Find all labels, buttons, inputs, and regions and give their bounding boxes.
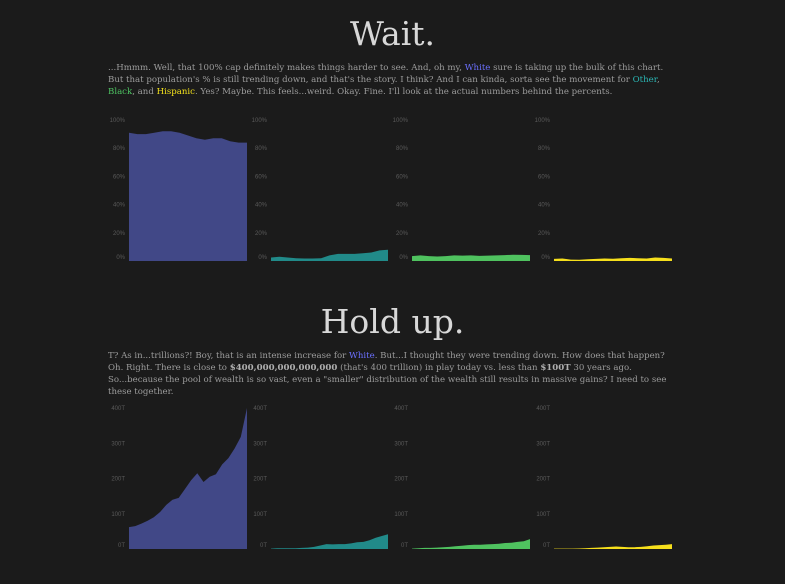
paragraph-text: sure is taking up the bulk of this chart… (108, 63, 664, 85)
highlight-white: White (464, 63, 491, 73)
y-tick-label: 40% (396, 203, 409, 209)
section-paragraph-hold-up: T? As in...trillions?! Boy, that is an i… (108, 350, 674, 398)
paragraph-text: T? As in...trillions?! Boy, that is an i… (108, 351, 350, 361)
y-tick-label: 0% (541, 255, 550, 261)
y-tick-label: 400T (111, 406, 125, 412)
area-chart-panel: 0% 20% 40% 60% 80% 100% (393, 118, 530, 261)
paragraph-text: . Yes? Maybe. This feels...weird. Okay. … (194, 87, 613, 97)
wealth-total-charts: 0T 100T 200T 300T 400T 0T 100T 200T 300T 400T 0T 10… (111, 406, 672, 549)
area-chart-panel: 0T 100T 200T 300T 400T (536, 406, 672, 549)
percent-share-charts: 0% 20% 40% 60% 80% 100% 0% 20% 40% 60% 80% 100% 0% 20… (110, 118, 672, 261)
emphasis-text: $400,000,000,000,000 (229, 363, 338, 373)
y-tick-label: 100T (111, 512, 125, 518)
highlight-white: White (349, 351, 375, 361)
y-tick-label: 40% (538, 203, 551, 209)
area-chart-panel: 0T 100T 200T 300T 400T (394, 406, 530, 549)
y-tick-label: 60% (538, 174, 551, 180)
y-tick-label: 60% (396, 174, 409, 180)
section-title-wait: Wait. (349, 14, 436, 53)
y-tick-label: 200T (111, 477, 125, 483)
paragraph-text: (that's 400 trillion) in play today vs. … (337, 363, 541, 373)
y-tick-label: 20% (113, 231, 126, 237)
series-area (129, 408, 247, 549)
y-tick-label: 0% (258, 255, 267, 261)
y-tick-label: 100T (394, 512, 408, 518)
paragraph-text: . But...I thought they were trending dow… (108, 351, 665, 373)
y-tick-label: 400T (253, 406, 267, 412)
series-area (129, 131, 247, 261)
y-tick-label: 100% (535, 118, 551, 124)
series-area (554, 257, 672, 261)
y-tick-label: 300T (111, 441, 125, 447)
y-tick-label: 80% (255, 146, 268, 152)
y-tick-label: 400T (394, 406, 408, 412)
y-tick-label: 60% (113, 174, 126, 180)
y-tick-label: 20% (255, 231, 268, 237)
y-tick-label: 20% (538, 231, 551, 237)
paragraph-text: , and (132, 87, 157, 97)
y-tick-label: 0T (118, 543, 125, 549)
y-tick-label: 100% (252, 118, 268, 124)
y-tick-label: 20% (396, 231, 409, 237)
y-tick-label: 300T (394, 441, 408, 447)
y-tick-label: 80% (113, 146, 126, 152)
y-tick-label: 100T (536, 512, 550, 518)
series-area (271, 534, 388, 549)
series-area (412, 539, 530, 549)
y-tick-label: 100T (253, 512, 267, 518)
area-chart-panel: 0T 100T 200T 300T 400T (253, 406, 388, 549)
series-area (554, 544, 672, 549)
y-tick-label: 40% (255, 203, 268, 209)
area-chart-panel: 0T 100T 200T 300T 400T (111, 406, 247, 549)
y-tick-label: 200T (536, 477, 550, 483)
y-tick-label: 0% (399, 255, 408, 261)
y-tick-label: 80% (538, 146, 551, 152)
y-tick-label: 100% (393, 118, 409, 124)
y-tick-label: 60% (255, 174, 268, 180)
paragraph-text: 30 years ago. So...because the pool of w… (108, 363, 667, 397)
highlight-black: Black (108, 87, 133, 97)
y-tick-label: 100% (110, 118, 126, 124)
y-tick-label: 80% (396, 146, 409, 152)
highlight-hispanic: Hispanic (156, 87, 195, 97)
y-tick-label: 40% (113, 203, 126, 209)
series-area (271, 249, 388, 261)
series-area (412, 254, 530, 261)
y-tick-label: 200T (394, 477, 408, 483)
section-paragraph-wait: ...Hmmm. Well, that 100% cap definitely … (108, 62, 674, 98)
y-tick-label: 300T (253, 441, 267, 447)
emphasis-text: $100T (540, 363, 571, 373)
highlight-other: Other (632, 75, 657, 85)
paragraph-text: ...Hmmm. Well, that 100% cap definitely … (108, 63, 465, 73)
y-tick-label: 400T (536, 406, 550, 412)
y-tick-label: 0% (116, 255, 125, 261)
paragraph-text: , (656, 75, 660, 85)
y-tick-label: 0T (260, 543, 267, 549)
area-chart-panel: 0% 20% 40% 60% 80% 100% (110, 118, 247, 261)
y-tick-label: 200T (253, 477, 267, 483)
section-title-hold-up: Hold up. (320, 302, 465, 341)
y-tick-label: 0T (401, 543, 408, 549)
y-tick-label: 0T (543, 543, 550, 549)
area-chart-panel: 0% 20% 40% 60% 80% 100% (252, 118, 388, 261)
area-chart-panel: 0% 20% 40% 60% 80% 100% (535, 118, 672, 261)
y-tick-label: 300T (536, 441, 550, 447)
